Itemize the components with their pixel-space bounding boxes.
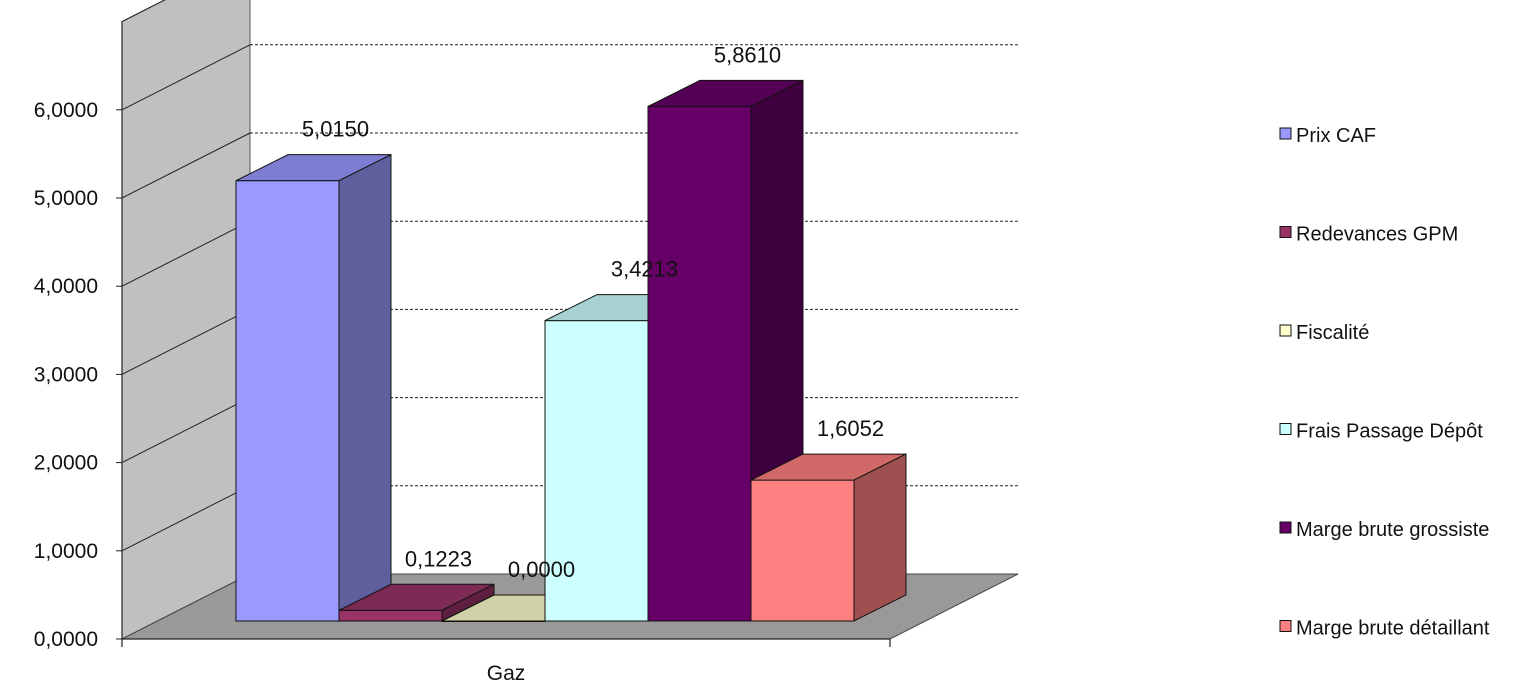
data-label: 5,0150 [302,117,369,142]
y-tick-label: 5,0000 [34,187,98,210]
category-label: Gaz [487,662,526,684]
bar-side [853,453,907,622]
bar-front [235,180,340,622]
data-label: 5,8610 [714,42,781,67]
bar-front [338,609,443,622]
axes [121,21,891,647]
legend-item: Frais Passage Dépôt [1279,421,1483,443]
legend-swatch [1279,423,1292,435]
legend-swatch [1279,620,1292,632]
legend-item: Marge brute grossiste [1279,519,1489,541]
legend-swatch [1279,226,1292,238]
legend-label: Redevances GPM [1296,224,1458,246]
legend-item: Prix CAF [1279,125,1376,147]
bar-side [338,153,392,622]
bar-front [544,320,649,622]
y-axis-ticks: 0,0000 1,0000 2,0000 3,0000 4,0000 5,0000 6,00… [34,99,122,651]
legend-label: Marge brute grossiste [1296,519,1489,541]
wall-gridline [121,44,251,111]
legend-label: Frais Passage Dépôt [1296,421,1483,443]
wall-gridline [121,485,251,552]
data-label: 0,1223 [405,546,472,571]
y-tick-label: 4,0000 [34,275,98,298]
legend-swatch [1279,324,1292,337]
legend-swatch [1279,127,1292,140]
wall-gridline [121,308,251,375]
data-label: 0,0000 [508,557,575,582]
data-label: 1,6052 [817,416,884,441]
y-tick-label: 0,0000 [34,628,98,651]
data-labels: 5,0150 0,1223 0,0000 3,4213 5,8610 1,6052 [302,42,884,582]
y-tick-label: 3,0000 [34,363,98,386]
wall-gridline [121,397,251,464]
bar-redevances-gpm [338,583,495,622]
wall-gridline [121,220,251,287]
legend: Prix CAF Redevances GPM Fiscalité Frais Pas… [1279,125,1490,640]
x-axis-categories: Gaz [487,662,526,684]
y-tick-label: 1,0000 [34,540,98,563]
wall-gridline [121,132,251,199]
legend-label: Prix CAF [1296,125,1376,147]
legend-swatch [1279,521,1292,534]
data-label: 3,4213 [611,257,678,282]
bar-front [750,479,855,622]
legend-item: Redevances GPM [1279,224,1458,246]
wall-gridline [121,0,166,23]
bar-marge-brute-detaillant [750,453,907,622]
y-tick-label: 2,0000 [34,452,98,475]
legend-label: Marge brute détaillant [1296,618,1490,640]
bar-prix-caf [235,153,392,622]
bars [235,79,907,622]
legend-item: Marge brute détaillant [1279,618,1490,640]
legend-item: Fiscalité [1279,322,1369,344]
legend-label: Fiscalité [1296,322,1369,344]
y-tick-label: 6,0000 [34,99,98,122]
bar-front [647,105,752,622]
